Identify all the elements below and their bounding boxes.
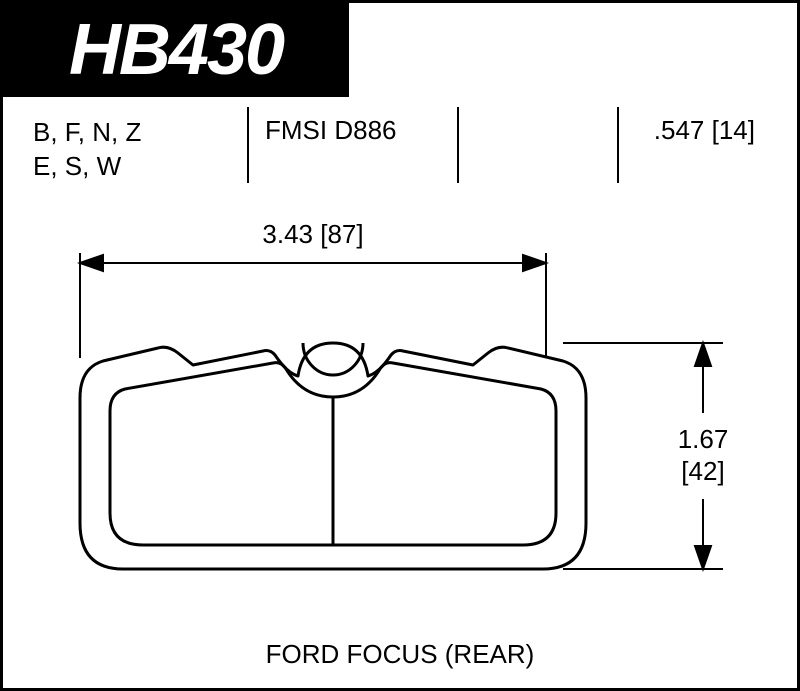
width-dimension — [80, 253, 546, 358]
separator-3 — [617, 107, 619, 183]
height-label-mm: [42] — [681, 456, 724, 486]
width-label: 3.43 [87] — [262, 219, 363, 249]
thickness-spec: .547 [14] — [654, 115, 755, 146]
pad-outline — [80, 343, 586, 569]
header-bar: HB430 — [3, 3, 349, 97]
compounds-line1: B, F, N, Z — [33, 115, 141, 149]
height-label-in: 1.67 — [678, 424, 729, 454]
separator-1 — [247, 107, 249, 183]
thickness-in: .547 — [654, 115, 705, 145]
separator-2 — [457, 107, 459, 183]
application-label: FORD FOCUS (REAR) — [3, 639, 797, 670]
part-number: HB430 — [69, 9, 283, 91]
spec-row: B, F, N, Z E, S, W FMSI D886 .547 [14] — [3, 97, 797, 183]
fmsi-code: FMSI D886 — [265, 115, 397, 146]
brake-pad-drawing: 3.43 [87] 1.67 [42] — [3, 183, 800, 653]
page-frame: HB430 B, F, N, Z E, S, W FMSI D886 .547 … — [0, 0, 800, 691]
thickness-mm: 14 — [719, 115, 748, 145]
diagram-area: 3.43 [87] 1.67 [42] — [3, 183, 800, 653]
compounds-line2: E, S, W — [33, 149, 141, 183]
compounds-list: B, F, N, Z E, S, W — [33, 115, 141, 183]
